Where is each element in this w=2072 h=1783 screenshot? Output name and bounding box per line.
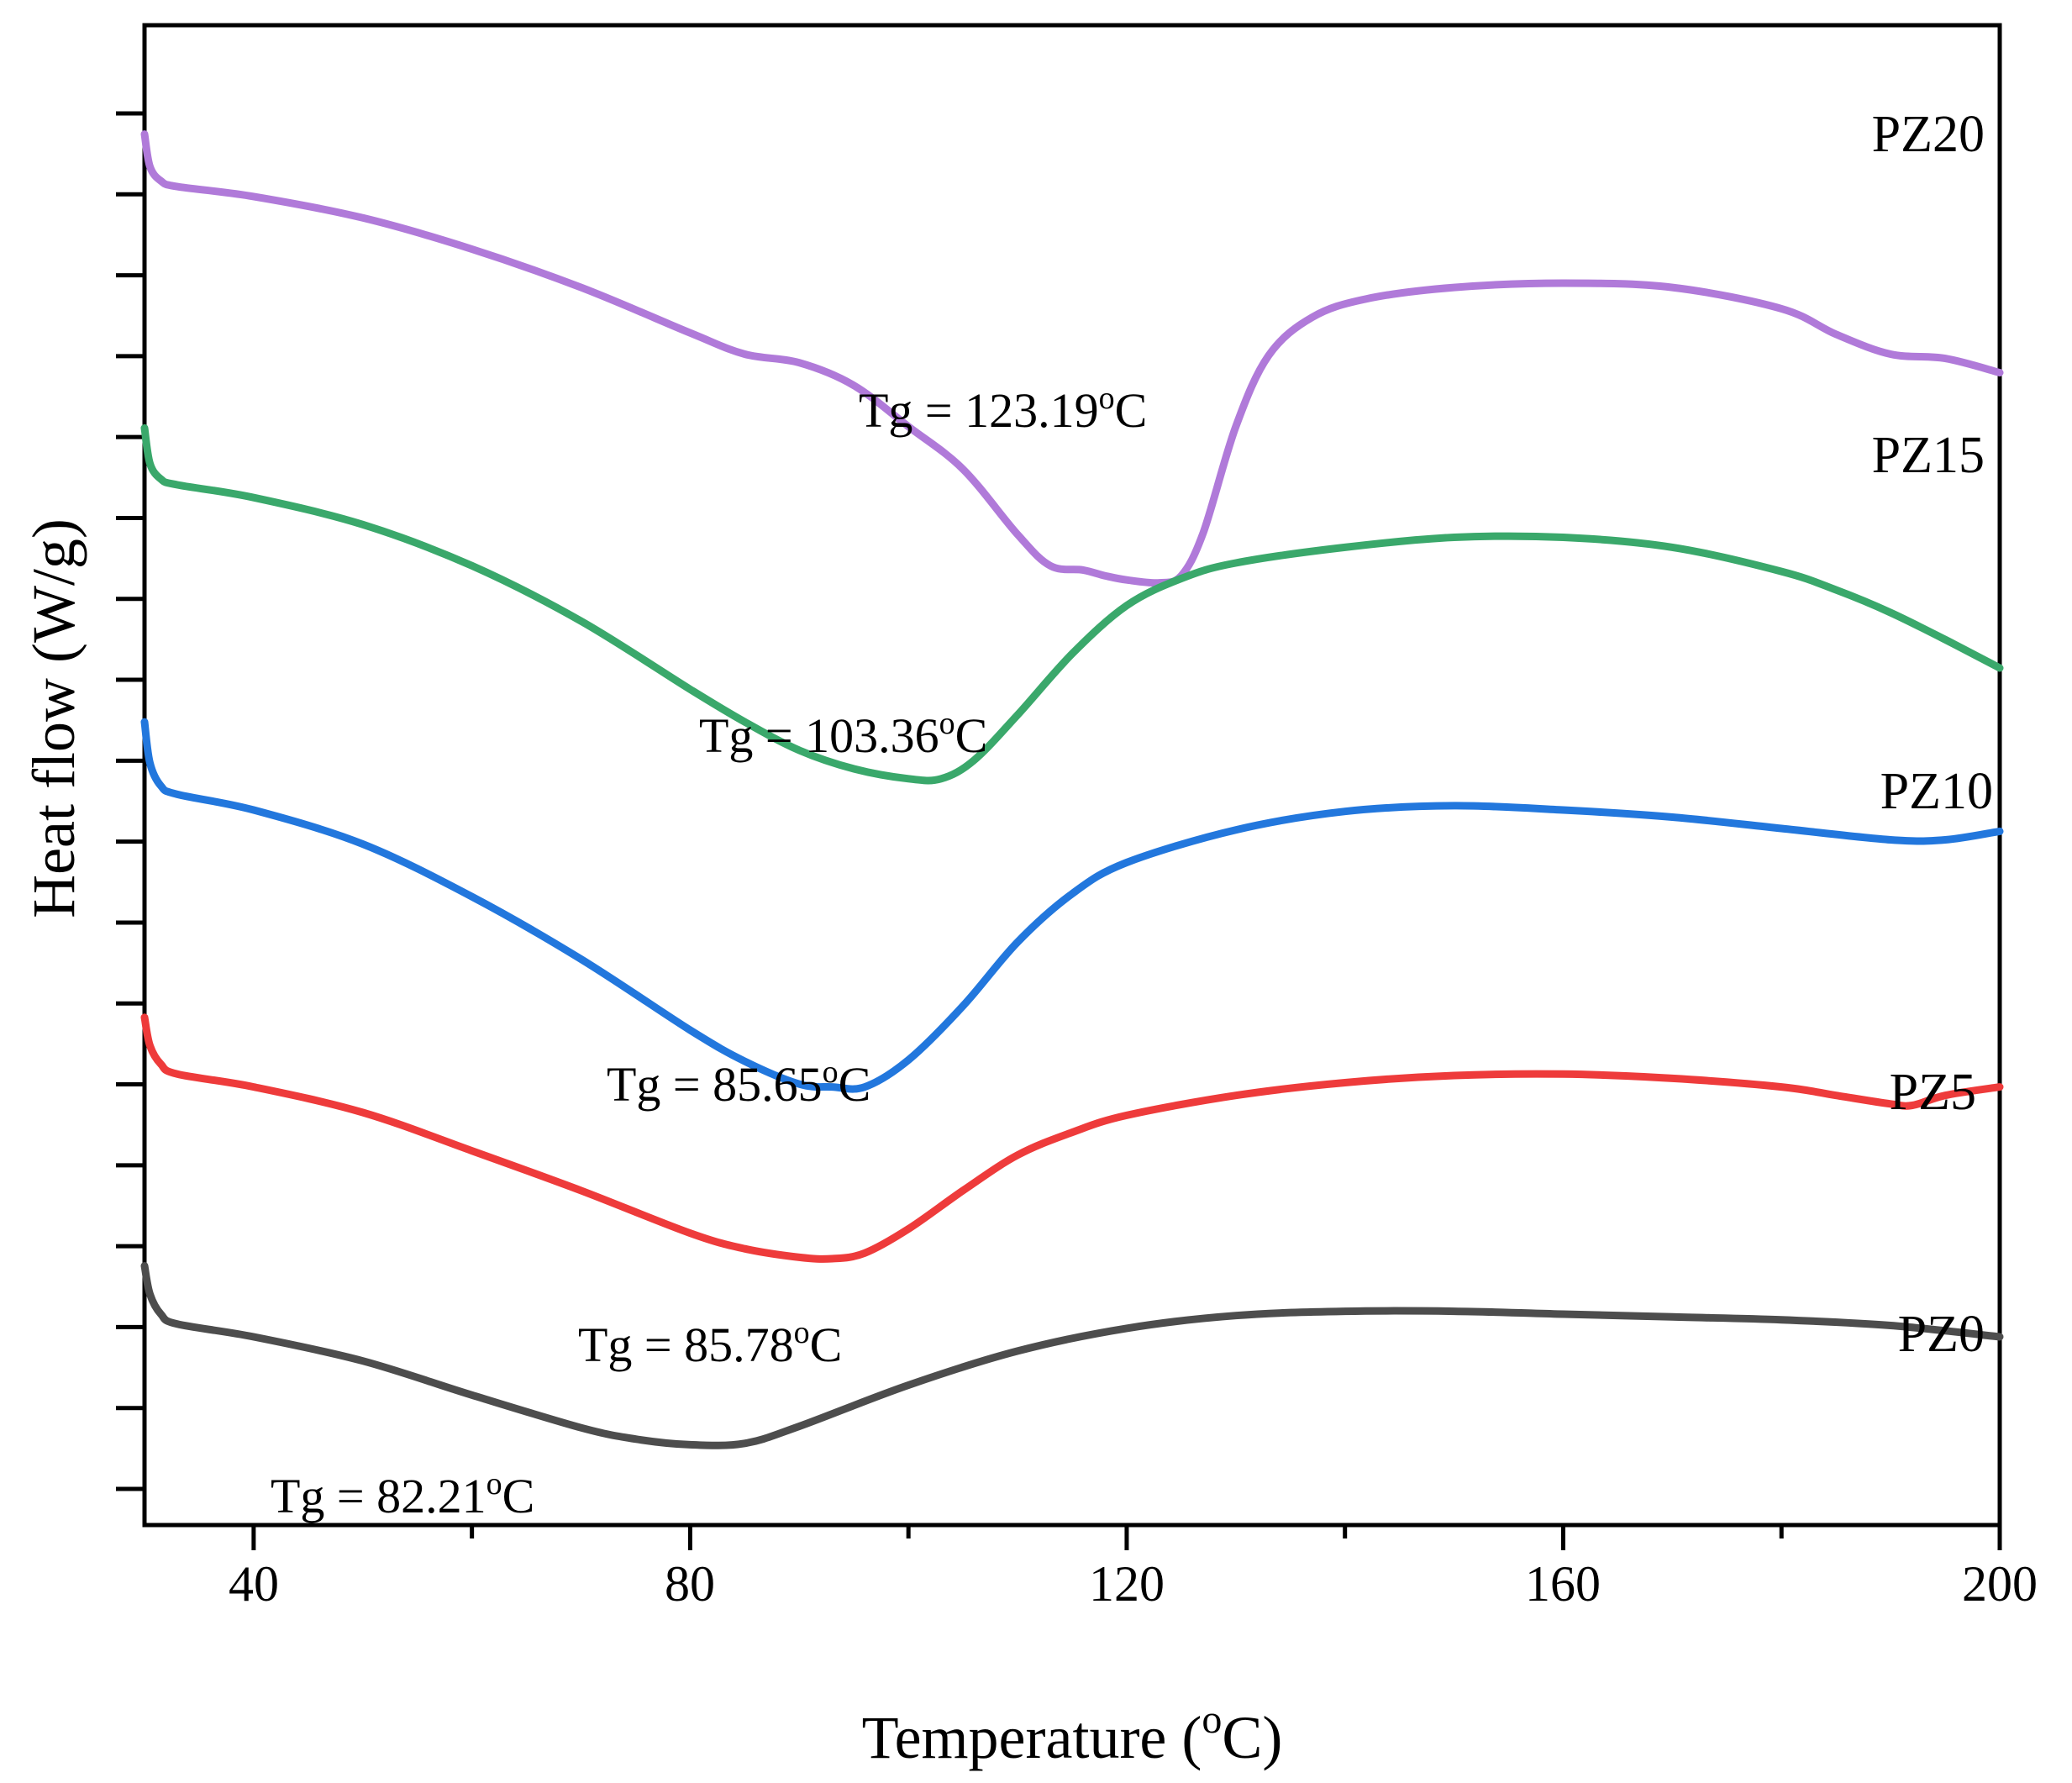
series-line-pz15 bbox=[140, 423, 2004, 785]
tg-annotation-pz20: Tg = 123.19oC bbox=[859, 381, 1147, 438]
series-labels: PZ20 PZ15 PZ10 PZ5 PZ0 bbox=[1872, 106, 1993, 1363]
series-line-pz5 bbox=[140, 1013, 2004, 1263]
x-axis-ticks bbox=[251, 1525, 2002, 1550]
series-label-pz10: PZ10 bbox=[1880, 763, 1993, 820]
tg-annotation-pz5: Tg = 85.78oC bbox=[578, 1315, 842, 1372]
x-tick-label: 80 bbox=[665, 1556, 715, 1612]
x-tick-label: 40 bbox=[229, 1556, 279, 1612]
x-axis-title: Temperature (oC) bbox=[862, 1697, 1283, 1771]
x-axis-tick-labels: 40 80 120 160 200 bbox=[229, 1556, 2038, 1612]
series-label-pz20: PZ20 bbox=[1872, 106, 1985, 163]
x-tick-label: 120 bbox=[1089, 1556, 1165, 1612]
series-label-pz0: PZ0 bbox=[1898, 1306, 1985, 1363]
plot-border bbox=[142, 23, 2002, 1528]
y-axis-title: Heat flow (W/g) bbox=[20, 518, 87, 918]
series-line-pz10 bbox=[140, 718, 2004, 1093]
tg-annotation-pz10: Tg = 85.65oC bbox=[607, 1055, 870, 1112]
plot-frame bbox=[142, 23, 2002, 1528]
series-label-pz15: PZ15 bbox=[1872, 427, 1985, 484]
series-curves bbox=[140, 130, 2004, 1449]
y-axis-ticks bbox=[116, 111, 145, 1491]
series-line-pz20 bbox=[140, 130, 2004, 587]
tg-annotation-pz0: Tg = 82.21oC bbox=[271, 1466, 534, 1523]
series-line-pz0 bbox=[140, 1262, 2004, 1449]
x-tick-label: 160 bbox=[1525, 1556, 1601, 1612]
series-label-pz5: PZ5 bbox=[1890, 1064, 1976, 1121]
x-tick-label: 200 bbox=[1962, 1556, 2038, 1612]
tg-annotations: Tg = 123.19oC Tg = 103.36oC Tg = 85.65oC… bbox=[271, 381, 1147, 1523]
tg-annotation-pz15: Tg = 103.36oC bbox=[699, 706, 987, 763]
